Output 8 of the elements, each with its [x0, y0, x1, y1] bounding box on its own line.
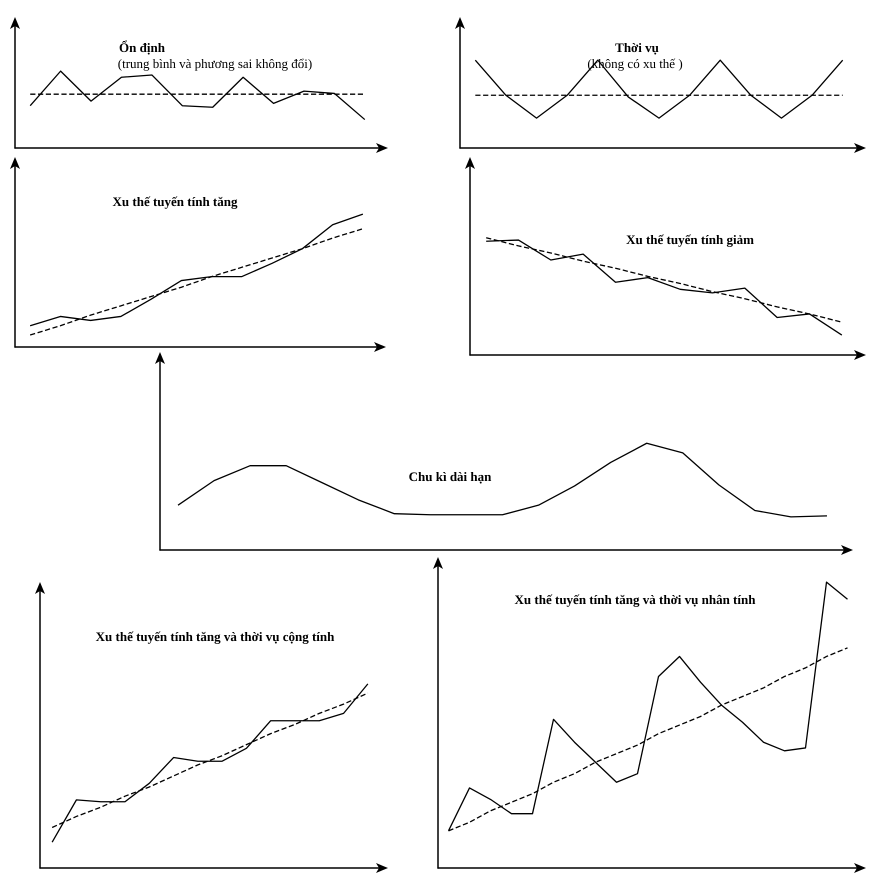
chart-title: Xu thế tuyến tính tăng [112, 194, 238, 209]
text: Xu thế tuyến tính tăng và thời vụ nhân tính [514, 592, 756, 607]
text: Chu kì dài hạn [408, 469, 492, 484]
chart-title: Xu thế tuyến tính tăng và thời vụ cộng tính [96, 629, 336, 644]
chart-title: Ổn định [119, 40, 166, 55]
chart-title: Thời vụ [615, 40, 659, 55]
chart-title: Xu thế tuyến tính giảm [626, 232, 754, 247]
chart-subtitle: (trung bình và phương sai không đổi) [118, 56, 312, 71]
